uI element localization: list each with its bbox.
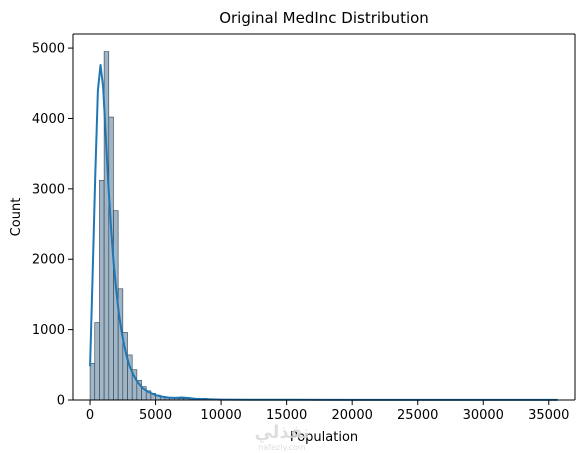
y-tick-label: 5000 — [32, 42, 65, 57]
x-tick-label: 30000 — [463, 408, 504, 423]
y-tick-label: 0 — [57, 394, 65, 409]
chart-title: Original MedInc Distribution — [219, 9, 429, 27]
y-axis-label: Count — [9, 198, 24, 237]
watermark: نفذلي nafezly.com — [254, 422, 309, 452]
x-tick-label: 15000 — [266, 408, 307, 423]
axes-frame — [72, 33, 576, 401]
histogram-bar — [94, 322, 100, 401]
x-axis-label: Population — [290, 430, 358, 445]
y-axis-ticks: 0 1000 2000 3000 4000 5000 — [32, 42, 73, 409]
y-tick-label: 1000 — [32, 323, 65, 338]
x-tick-label: 25000 — [397, 408, 438, 423]
x-tick-label: 20000 — [332, 408, 373, 423]
histogram-bar — [99, 180, 105, 401]
x-tick-label: 0 — [86, 408, 94, 423]
watermark-logo-text: نفذلي — [254, 422, 309, 443]
y-tick-label: 4000 — [32, 112, 65, 127]
watermark-url: nafezly.com — [258, 443, 306, 452]
x-tick-label: 10000 — [200, 408, 241, 423]
x-tick-label: 35000 — [528, 408, 569, 423]
histogram-bar — [89, 363, 96, 401]
kde-curve — [89, 63, 558, 401]
y-tick-label: 3000 — [32, 182, 65, 197]
x-tick-label: 5000 — [139, 408, 172, 423]
histogram-bars — [89, 51, 559, 401]
x-axis-ticks: 0 5000 10000 15000 20000 25000 30000 35000 — [86, 400, 569, 423]
y-tick-label: 2000 — [32, 253, 65, 268]
